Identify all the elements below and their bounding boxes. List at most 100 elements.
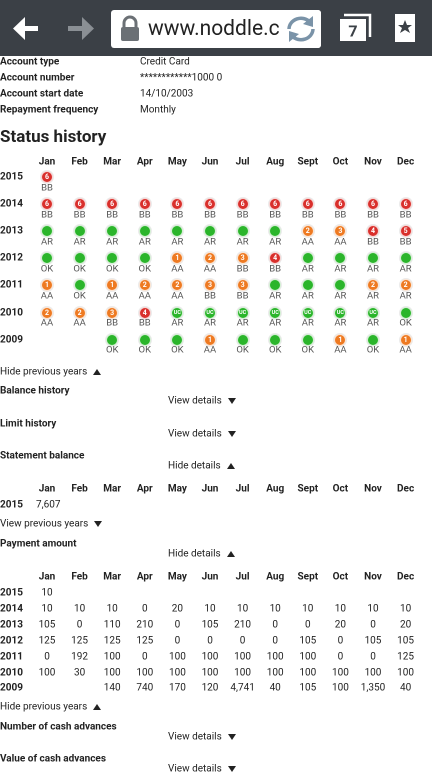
month-header: Jan bbox=[38, 483, 56, 495]
status-dot bbox=[367, 333, 379, 346]
year-label: 2015 bbox=[0, 499, 23, 511]
month-header: Apr bbox=[136, 156, 153, 168]
status-dot: 6 bbox=[399, 198, 412, 211]
toggle-arrow[interactable] bbox=[227, 551, 235, 557]
status-dot bbox=[269, 225, 282, 238]
payment-value: 100 bbox=[331, 682, 349, 694]
status-code: AR bbox=[366, 263, 380, 275]
payment-value: 100 bbox=[266, 667, 284, 678]
month-header: Apr bbox=[136, 483, 153, 495]
status-code: OK bbox=[399, 317, 412, 329]
section-title: Value of cash advances bbox=[0, 753, 106, 765]
status-code: OK bbox=[73, 263, 86, 275]
toggle-link[interactable]: Hide previous years bbox=[0, 701, 88, 713]
payment-value: 100 bbox=[168, 651, 186, 663]
toggle-link[interactable]: Hide details bbox=[168, 548, 221, 560]
toggle-link[interactable]: View details bbox=[168, 428, 222, 440]
status-dot: 1 bbox=[399, 333, 412, 346]
section-heading: Status history bbox=[0, 127, 107, 147]
toggle-link[interactable]: Hide previous years bbox=[0, 366, 88, 378]
status-code: BB bbox=[236, 263, 249, 275]
status-dot: 2 bbox=[138, 279, 151, 292]
status-dot bbox=[334, 252, 347, 265]
status-code: BB bbox=[138, 317, 151, 329]
status-dot: 3 bbox=[204, 279, 216, 292]
toggle-link[interactable]: View previous years bbox=[0, 518, 89, 530]
status-code: BB bbox=[367, 209, 379, 221]
status-code: AA bbox=[334, 236, 347, 248]
field-value: Credit Card bbox=[140, 56, 190, 68]
status-dot: 6 bbox=[269, 198, 282, 211]
status-code: AA bbox=[138, 290, 151, 302]
year-label: 2012 bbox=[0, 635, 23, 647]
status-code: AR bbox=[203, 317, 217, 329]
toggle-link[interactable]: View details bbox=[168, 763, 222, 775]
payment-value: 100 bbox=[103, 667, 121, 678]
status-dot: UC bbox=[269, 306, 282, 319]
field-value: 14/10/2003 bbox=[140, 88, 194, 100]
bookmark-button[interactable] bbox=[395, 14, 415, 42]
payment-value: 0 bbox=[304, 619, 311, 631]
status-dot bbox=[138, 252, 151, 265]
tabs-button[interactable] bbox=[340, 13, 372, 41]
back-button[interactable] bbox=[13, 17, 38, 40]
status-dot: 2 bbox=[171, 279, 184, 292]
month-header: Sept bbox=[297, 156, 319, 168]
toggle-arrow[interactable] bbox=[228, 431, 236, 437]
status-dot: 3 bbox=[236, 252, 249, 265]
status-dot bbox=[399, 252, 412, 265]
status-dot bbox=[41, 252, 53, 265]
toggle-arrow[interactable] bbox=[93, 369, 101, 375]
month-header: Dec bbox=[397, 571, 415, 583]
month-header: May bbox=[167, 156, 187, 168]
status-dot: 3 bbox=[106, 306, 119, 319]
toggle-arrow[interactable] bbox=[227, 463, 235, 469]
toggle-arrow[interactable] bbox=[228, 398, 236, 404]
status-dot bbox=[106, 252, 119, 265]
month-header: Oct bbox=[332, 571, 349, 583]
payment-value: 100 bbox=[38, 667, 56, 678]
status-code: AR bbox=[40, 236, 54, 248]
field-label: Account start date bbox=[0, 88, 84, 100]
status-dot bbox=[236, 333, 249, 346]
payment-value: 120 bbox=[201, 682, 219, 694]
payment-value: 100 bbox=[234, 651, 252, 663]
toggle-link[interactable]: Hide details bbox=[168, 460, 221, 472]
payment-value: 105 bbox=[299, 682, 317, 694]
status-dot: 2 bbox=[204, 252, 216, 265]
status-dot: 6 bbox=[73, 198, 86, 211]
year-label: 2014 bbox=[0, 198, 23, 210]
toggle-arrow[interactable] bbox=[94, 521, 102, 527]
reload-button[interactable] bbox=[281, 10, 321, 48]
year-label: 2014 bbox=[0, 603, 23, 615]
month-header: Dec bbox=[397, 156, 415, 168]
status-dot: UC bbox=[334, 306, 347, 319]
status-code: BB bbox=[399, 236, 412, 248]
toggle-arrow[interactable] bbox=[228, 766, 236, 772]
toggle-link[interactable]: View details bbox=[168, 395, 222, 407]
url-field[interactable]: www.noddle.c bbox=[111, 10, 321, 48]
status-code: BB bbox=[171, 209, 184, 221]
month-header: Jul bbox=[235, 156, 250, 168]
status-code: BB bbox=[236, 209, 249, 221]
status-dot: 1 bbox=[171, 252, 184, 265]
toggle-link[interactable]: View details bbox=[168, 731, 222, 743]
status-dot: 2 bbox=[41, 306, 53, 319]
status-dot bbox=[171, 333, 184, 346]
year-label: 2015 bbox=[0, 587, 23, 599]
status-code: BB bbox=[367, 236, 379, 248]
status-code: BB bbox=[73, 209, 86, 221]
tab-count: 7 bbox=[348, 21, 358, 41]
month-header: Jun bbox=[201, 156, 219, 168]
month-header: Nov bbox=[364, 156, 382, 168]
toggle-arrow[interactable] bbox=[228, 734, 236, 740]
toggle-arrow[interactable] bbox=[93, 704, 101, 710]
payment-value: 20 bbox=[171, 603, 184, 615]
payment-value: 100 bbox=[397, 667, 415, 678]
status-dot bbox=[138, 333, 151, 346]
payment-value: 10 bbox=[41, 603, 53, 615]
status-code: AR bbox=[366, 290, 380, 302]
status-dot: 4 bbox=[138, 306, 151, 319]
status-dot: 2 bbox=[399, 279, 412, 292]
forward-button[interactable] bbox=[68, 17, 94, 40]
